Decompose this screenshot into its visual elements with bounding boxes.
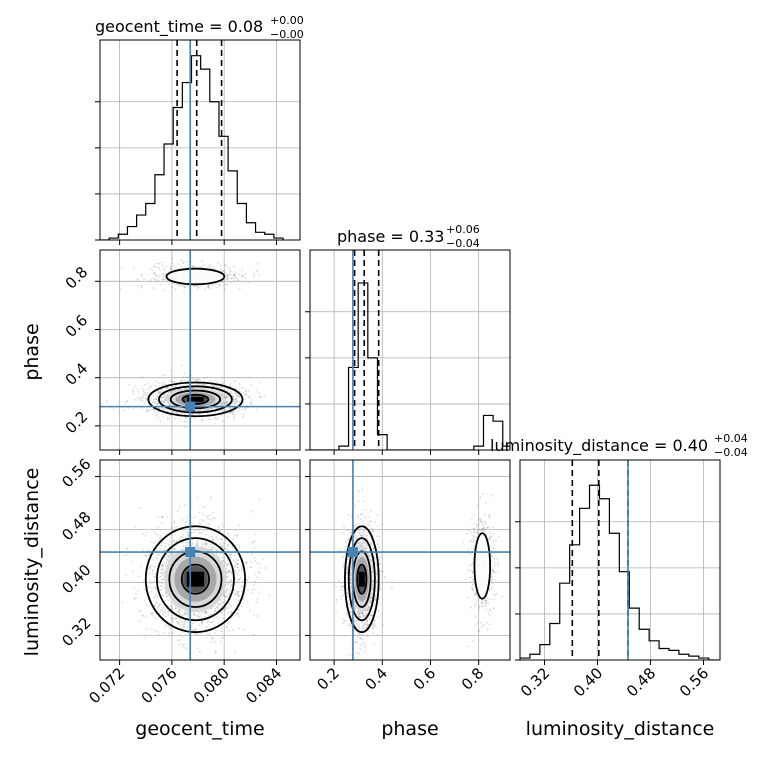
phase-vs-geocent-time-contour-0-2 [169,389,222,410]
phase-vs-geocent-time-y-tick-label-0: 0.2 [62,408,92,438]
phase-vs-geocent-time-density-core-0 [187,397,204,402]
phase-title-plus: +0.06 [446,223,480,236]
luminosity-distance-vs-phase-x-tick-label-3: 0.8 [458,664,488,694]
luminosity-distance-hist-x-tick-label-1: 0.40 [570,664,606,700]
phase-hist-panel [305,249,511,455]
luminosity-distance-vs-phase-truth-marker [347,547,358,558]
phase-vs-geocent-time-contour-0-0 [147,381,244,418]
luminosity-distance-vs-phase-x-tick-label-1: 0.4 [362,664,392,694]
x-axis-label-luminosity-distance: luminosity_distance [526,718,715,740]
luminosity-distance-hist-x-tick-label-2: 0.48 [623,664,659,700]
luminosity-distance-title-minus: −0.04 [714,446,748,459]
x-axis-label-geocent-time: geocent_time [135,718,264,740]
luminosity-distance-vs-geocent-time-contour-0-0 [144,525,246,634]
luminosity-distance-hist-frame [519,459,721,661]
phase-vs-geocent-time-y-tick-label-2: 0.6 [62,311,92,341]
luminosity-distance-vs-geocent-time-x-tick-label-3: 0.084 [242,664,285,707]
phase-vs-geocent-time-panel: 0.2 0.4 0.6 0.8 [62,249,301,455]
phase-title-minus: −0.04 [446,237,480,250]
geocent-time-hist-histogram-line [100,55,284,240]
luminosity-distance-hist-x-tick-label-0: 0.32 [517,664,553,700]
luminosity-distance-vs-geocent-time-x-tick-label-0: 0.072 [85,664,128,707]
luminosity-distance-vs-phase-density-core-0 [358,571,365,587]
geocent-time-hist-plot-area [100,40,284,240]
luminosity-distance-hist-panel: 0.32 0.40 0.48 0.56 [515,459,721,700]
phase-vs-geocent-time-y-tick-label-1: 0.4 [62,359,92,389]
luminosity-distance-vs-geocent-time-y-tick-label-1: 0.40 [58,561,94,597]
luminosity-distance-hist-histogram-line [520,484,719,660]
luminosity-distance-vs-geocent-time-panel: 0.072 0.076 0.080 0.084 0.32 0.40 0.48 0.56 [58,455,301,707]
luminosity-distance-vs-phase-x-tick-label-0: 0.2 [313,664,343,694]
phase-vs-geocent-time-contour-1-0 [165,267,226,286]
geocent-time-title-plus: +0.00 [270,14,304,27]
x-axis-label-phase: phase [381,718,438,740]
luminosity-distance-vs-geocent-time-truth-marker [185,547,196,558]
luminosity-distance-vs-phase-frame [309,459,511,661]
luminosity-distance-title-plus: +0.04 [714,432,748,445]
phase-title: phase = 0.33 [337,227,444,246]
y-axis-label-phase: phase [21,323,43,380]
geocent-time-title-minus: −0.00 [270,28,304,41]
luminosity-distance-vs-phase-density-1-1 [474,533,491,599]
luminosity-distance-hist-x-tick-label-3: 0.56 [676,664,712,700]
luminosity-distance-vs-geocent-time-x-tick-label-2: 0.080 [190,664,233,707]
geocent-time-hist-panel [95,39,301,245]
luminosity-distance-vs-phase-contour-0-3 [356,563,368,595]
luminosity-distance-vs-geocent-time-y-tick-label-2: 0.48 [58,508,94,544]
phase-hist-histogram-line [310,282,510,450]
luminosity-distance-vs-geocent-time-density-core-0 [186,571,205,587]
luminosity-distance-vs-phase-x-tick-label-2: 0.6 [410,664,440,694]
geocent-time-title: geocent_time = 0.08 [95,17,263,37]
phase-vs-geocent-time-truth-marker [185,401,196,412]
luminosity-distance-hist-plot-area [520,460,719,660]
phase-vs-geocent-time-plot-area [100,250,300,450]
phase-vs-geocent-time-frame [99,249,301,451]
phase-vs-geocent-time-density-1-1 [166,268,225,285]
luminosity-distance-vs-geocent-time-contour-0-1 [156,537,235,622]
luminosity-distance-vs-phase-contour-1-0 [473,532,492,600]
phase-vs-geocent-time-contour-0-1 [158,385,233,414]
phase-vs-geocent-time-y-tick-label-3: 0.8 [62,263,92,293]
phase-hist-frame [309,249,511,451]
luminosity-distance-vs-phase-contour-0-1 [347,537,376,622]
luminosity-distance-vs-geocent-time-y-tick-label-0: 0.32 [58,614,94,650]
luminosity-distance-title: luminosity_distance = 0.40 [490,436,708,456]
phase-hist-plot-area [310,250,510,450]
luminosity-distance-vs-geocent-time-frame [99,459,301,661]
luminosity-distance-vs-phase-panel: 0.2 0.4 0.6 0.8 [305,459,511,694]
phase-vs-geocent-time-contour-0-3 [181,393,210,405]
luminosity-distance-vs-phase-plot-area [310,460,510,660]
geocent-time-hist-frame [99,39,301,241]
luminosity-distance-vs-geocent-time-y-tick-label-3: 0.56 [58,455,94,491]
y-axis-label-luminosity-distance: luminosity_distance [21,468,43,657]
luminosity-distance-vs-phase-contour-0-0 [344,525,380,634]
luminosity-distance-vs-geocent-time-x-tick-label-1: 0.076 [138,664,181,707]
luminosity-distance-vs-geocent-time-contour-0-3 [180,563,210,595]
luminosity-distance-vs-geocent-time-plot-area [100,460,300,660]
